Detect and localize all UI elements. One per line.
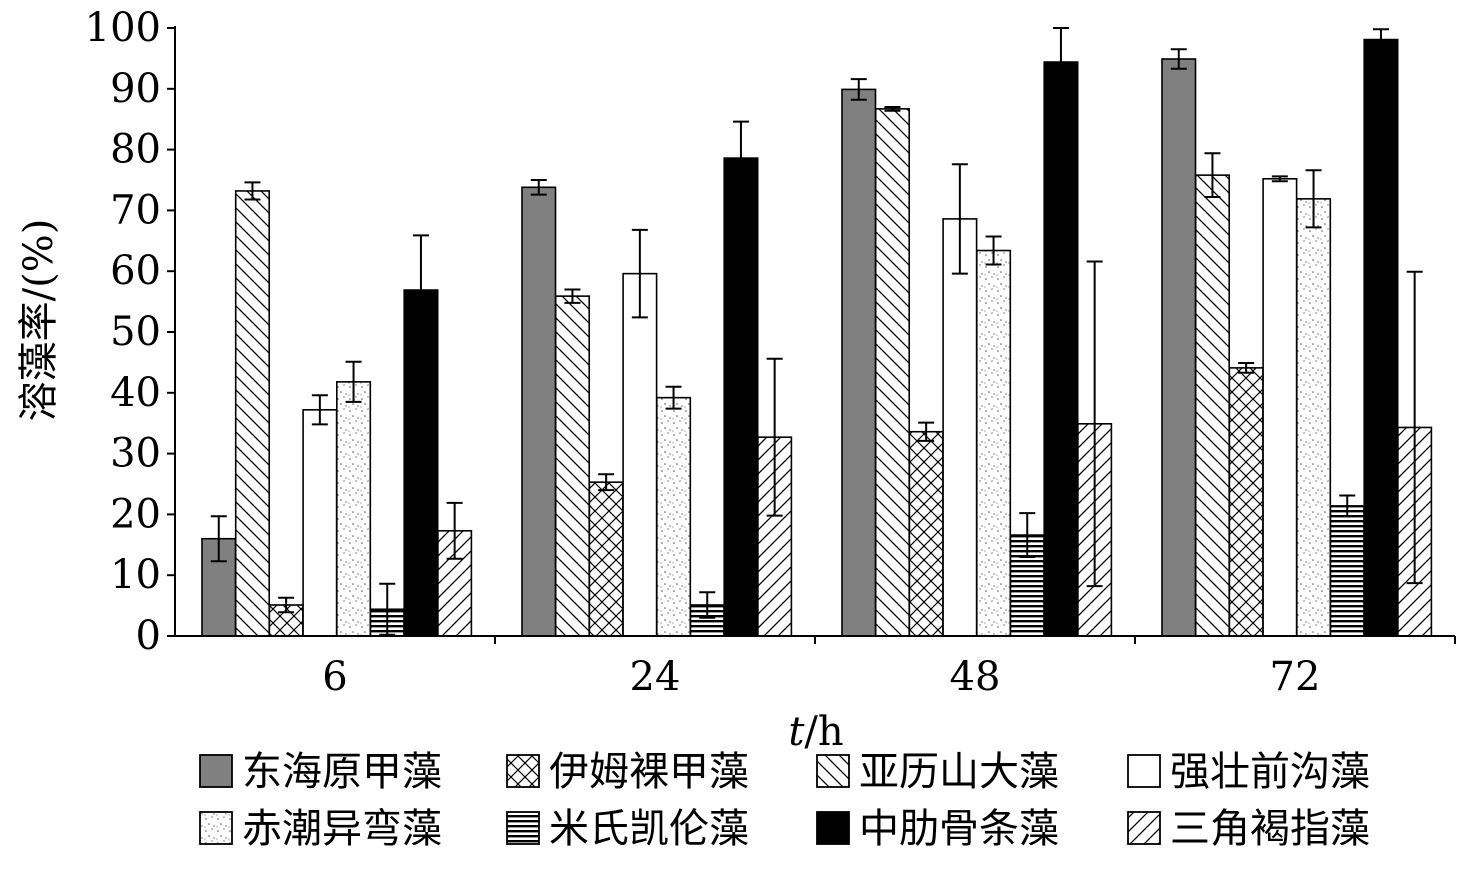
x-axis-label-variable: t bbox=[788, 709, 805, 755]
y-tick-label: 30 bbox=[110, 431, 161, 477]
x-axis-tick-labels: 6 24 48 72 bbox=[322, 654, 1320, 700]
legend-label: 中肋骨条藻 bbox=[859, 806, 1059, 852]
bar-black-48 bbox=[1043, 61, 1079, 637]
bars-layer bbox=[201, 38, 1433, 637]
y-tick-label: 100 bbox=[85, 5, 161, 51]
legend-swatch-gray bbox=[199, 754, 233, 788]
y-tick-label: 40 bbox=[110, 370, 161, 416]
legend-label: 赤潮异弯藻 bbox=[242, 806, 442, 852]
error-bars-layer bbox=[210, 27, 1423, 636]
y-tick-label: 70 bbox=[110, 187, 161, 233]
bar-gray-24 bbox=[521, 186, 557, 637]
bar-bdiag-6 bbox=[234, 190, 270, 637]
legend-label: 亚历山大藻 bbox=[859, 749, 1059, 795]
x-tick-label: 72 bbox=[1270, 654, 1321, 700]
legend-swatch-hlines bbox=[506, 811, 540, 845]
legend-swatch-black bbox=[816, 811, 850, 845]
bar-bdiag-48 bbox=[874, 108, 911, 637]
y-tick-label: 60 bbox=[110, 248, 161, 294]
bar-white-72 bbox=[1262, 177, 1298, 637]
bar-white-6 bbox=[302, 409, 338, 637]
y-tick-label: 0 bbox=[136, 613, 161, 659]
y-axis-ticks: 0 10 20 30 40 50 60 70 80 90 100 bbox=[85, 5, 175, 659]
legend-swatch-white bbox=[1127, 754, 1161, 788]
bar-white-24 bbox=[622, 272, 658, 637]
bar-gray-72 bbox=[1161, 58, 1197, 637]
bar-cross-48 bbox=[908, 430, 944, 637]
x-axis-label: t/h bbox=[788, 709, 843, 755]
x-tick-label: 24 bbox=[630, 654, 681, 700]
bar-black-24 bbox=[723, 157, 759, 637]
bar-bdiag-24 bbox=[554, 295, 591, 637]
legend-label: 强壮前沟藻 bbox=[1170, 749, 1370, 795]
y-tick-label: 90 bbox=[110, 66, 161, 112]
legend-swatch-bdiag bbox=[816, 754, 850, 788]
bar-black-72 bbox=[1363, 38, 1399, 637]
bar-dots-6 bbox=[335, 381, 372, 637]
legend-swatch-dots bbox=[199, 811, 233, 845]
axes bbox=[174, 26, 1456, 644]
x-axis-label-unit: /h bbox=[804, 709, 843, 755]
legend-label: 东海原甲藻 bbox=[242, 749, 442, 795]
y-tick-label: 80 bbox=[110, 127, 161, 173]
y-tick-label: 10 bbox=[110, 552, 161, 598]
legend-label: 伊姆裸甲藻 bbox=[549, 749, 749, 795]
y-tick-label: 20 bbox=[110, 491, 161, 537]
bar-gray-48 bbox=[841, 88, 877, 637]
bar-dots-72 bbox=[1296, 198, 1332, 637]
bar-cross-24 bbox=[588, 481, 624, 637]
bar-hlines-72 bbox=[1329, 505, 1365, 637]
y-axis-label: 溶藻率/(%) bbox=[16, 219, 62, 422]
legend-swatch-fdiag bbox=[1127, 811, 1161, 845]
bar-dots-24 bbox=[655, 396, 692, 637]
bar-bdiag-72 bbox=[1194, 174, 1230, 637]
legend-swatch-cross bbox=[506, 754, 540, 788]
x-tick-label: 48 bbox=[950, 654, 1001, 700]
legend-label: 米氏凯伦藻 bbox=[549, 806, 749, 852]
legend-label: 三角褐指藻 bbox=[1170, 806, 1370, 852]
bar-dots-48 bbox=[975, 249, 1012, 637]
bar-white-48 bbox=[942, 218, 978, 637]
y-tick-label: 50 bbox=[110, 309, 161, 355]
x-tick-label: 6 bbox=[322, 654, 347, 700]
bar-cross-72 bbox=[1228, 367, 1264, 637]
